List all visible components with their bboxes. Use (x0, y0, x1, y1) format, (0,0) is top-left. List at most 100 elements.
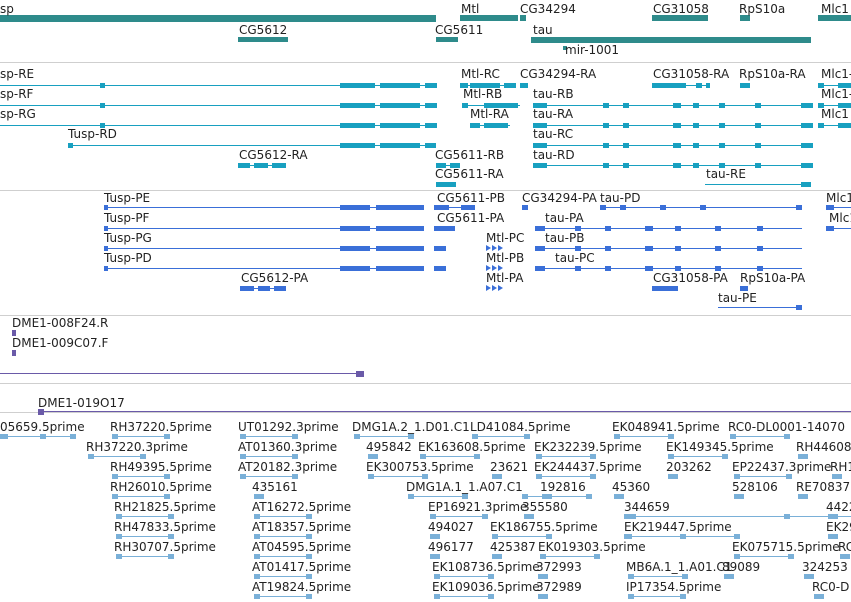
est-feature[interactable] (724, 573, 734, 580)
est-feature[interactable] (88, 453, 146, 460)
est-feature[interactable] (538, 573, 548, 580)
est-feature[interactable] (524, 513, 534, 520)
est-feature[interactable] (832, 473, 842, 480)
est-feature[interactable] (536, 473, 596, 480)
protein-CG5611-PB[interactable] (437, 204, 475, 211)
est-feature[interactable] (492, 533, 552, 540)
transcript-tau-RD[interactable] (533, 162, 813, 169)
transcript-sp-RG[interactable] (0, 122, 437, 129)
est-feature[interactable] (112, 473, 170, 480)
protein-Tusp-PD[interactable] (104, 265, 446, 272)
transcript-Tusp-RD[interactable] (68, 142, 436, 149)
est-feature[interactable] (254, 493, 264, 500)
est-feature[interactable] (368, 473, 428, 480)
est-feature[interactable] (536, 453, 596, 460)
protein-Tusp-PE[interactable] (104, 204, 446, 211)
est-feature[interactable] (614, 433, 674, 440)
est-feature[interactable] (434, 573, 494, 580)
est-long-2[interactable] (522, 493, 592, 500)
protein-tau-PE[interactable] (718, 304, 802, 311)
transcript-sp-RE[interactable] (0, 82, 437, 89)
transcript-RpS10a-RA[interactable] (740, 82, 750, 89)
protein-Mlc1-PA[interactable] (826, 204, 851, 211)
gene-mir-1001[interactable] (563, 46, 567, 50)
est-feature[interactable] (734, 493, 744, 500)
clone-DME1-019O17[interactable] (38, 408, 851, 415)
protein-CG5612-PA[interactable] (240, 285, 286, 292)
est-feature[interactable] (492, 553, 502, 560)
est-feature[interactable] (420, 453, 480, 460)
gene-sp[interactable] (0, 15, 436, 22)
est-feature[interactable] (798, 493, 808, 500)
est-feature[interactable] (730, 433, 790, 440)
est-feature[interactable] (614, 493, 624, 500)
transcript-tau-RA[interactable] (533, 122, 813, 129)
est-feature[interactable] (368, 453, 378, 460)
gene-Mlc1[interactable] (818, 15, 851, 21)
protein-RpS10a-PA[interactable] (740, 285, 748, 292)
est-feature[interactable] (798, 453, 808, 460)
gene-CG5612[interactable] (238, 37, 288, 42)
protein-Tusp-PG[interactable] (104, 245, 446, 252)
transcript-CG5611-RB[interactable] (436, 162, 460, 169)
transcript-tau-RE[interactable] (705, 181, 811, 188)
est-feature[interactable] (240, 473, 298, 480)
est-long-3[interactable] (624, 513, 851, 520)
est-feature[interactable] (804, 573, 814, 580)
est-feature[interactable] (668, 473, 678, 480)
gene-CG5611[interactable] (436, 37, 458, 42)
est-feature[interactable] (240, 453, 298, 460)
est-long-4[interactable] (624, 533, 740, 540)
est-feature[interactable] (472, 433, 530, 440)
transcript-CG31058-RA[interactable] (652, 82, 710, 89)
gene-Mtl[interactable] (460, 15, 518, 21)
transcript-CG34294-RA[interactable] (520, 82, 528, 89)
est-feature[interactable] (538, 593, 548, 600)
est-feature[interactable] (434, 593, 494, 600)
transcript-tau-RB[interactable] (533, 102, 813, 109)
est-feature[interactable] (116, 533, 174, 540)
est-feature[interactable] (116, 553, 174, 560)
protein-CG5611-PA[interactable] (437, 225, 455, 232)
protein-CG34294-PA[interactable] (522, 204, 528, 211)
protein-CG31058-PA[interactable] (652, 285, 678, 292)
est-feature[interactable] (354, 433, 414, 440)
clone-DME1-008F24.R[interactable] (12, 329, 16, 336)
est-feature[interactable] (734, 553, 794, 560)
exon-arrows[interactable] (486, 265, 504, 272)
est-feature[interactable] (430, 513, 488, 520)
transcript-Mtl-RB[interactable] (462, 102, 520, 109)
protein-Tusp-PF[interactable] (104, 225, 446, 232)
est-feature[interactable] (840, 553, 850, 560)
est-feature[interactable] (112, 433, 170, 440)
est-feature[interactable] (540, 553, 600, 560)
gene-CG34294[interactable] (520, 15, 526, 21)
est-feature[interactable] (254, 513, 312, 520)
gene-RpS10a[interactable] (740, 15, 750, 21)
est-feature[interactable] (814, 593, 824, 600)
est-long-1[interactable] (0, 433, 76, 440)
est-feature[interactable] (492, 473, 502, 480)
protein-tau-PA[interactable] (535, 225, 802, 232)
est-feature[interactable] (828, 533, 838, 540)
est-feature[interactable] (254, 593, 312, 600)
transcript-Mtl-RA[interactable] (470, 122, 510, 129)
gene-tau[interactable] (531, 37, 811, 43)
protein-Mlc1-PB[interactable] (826, 225, 851, 232)
transcript-CG5611-RA[interactable] (436, 181, 456, 188)
est-feature[interactable] (430, 553, 440, 560)
protein-tau-PB[interactable] (535, 245, 802, 252)
exon-arrows[interactable] (486, 285, 504, 292)
est-feature[interactable] (734, 473, 792, 480)
est-feature[interactable] (628, 593, 686, 600)
gene-CG31058[interactable] (652, 15, 708, 21)
exon-arrows[interactable] (486, 245, 506, 252)
transcript-CG5612-RA[interactable] (238, 162, 286, 169)
est-feature[interactable] (408, 493, 468, 500)
est-feature[interactable] (240, 433, 298, 440)
transcript-Mtl-RC[interactable] (460, 82, 516, 89)
transcript-Mlc1-RA[interactable] (818, 82, 851, 89)
transcript-tau-RC[interactable] (533, 142, 813, 149)
est-feature[interactable] (628, 573, 688, 580)
clone-DME1-009C07.F[interactable] (12, 349, 16, 356)
